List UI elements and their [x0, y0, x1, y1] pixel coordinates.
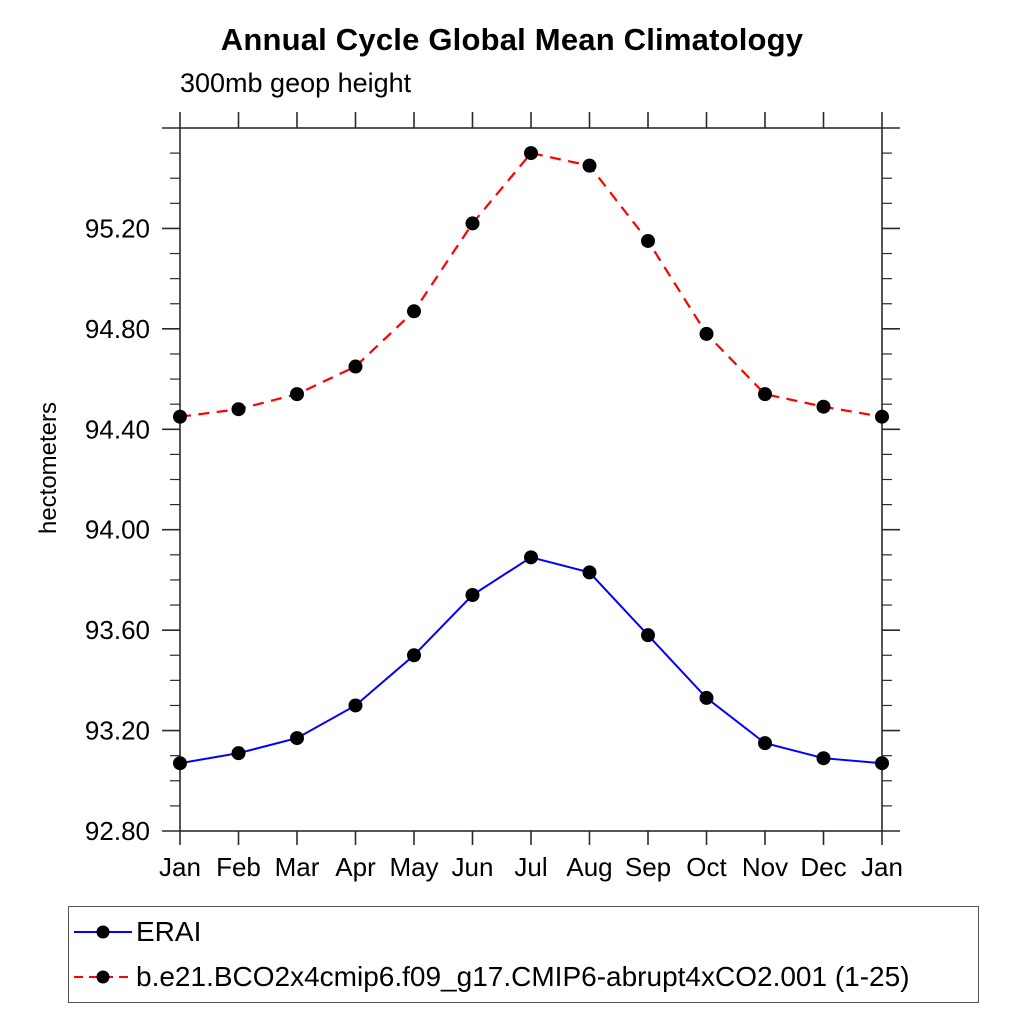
legend-box: ERAI b.e21.BCO2x4cmip6.f09_g17.CMIP6-abr…	[68, 906, 979, 1003]
y-axis-tick-labels: 92.80 93.20 93.60 94.00 94.40 94.80 95.20	[85, 213, 150, 846]
svg-text:Jan: Jan	[159, 852, 201, 882]
svg-text:93.20: 93.20	[85, 716, 150, 746]
svg-text:Aug: Aug	[566, 852, 612, 882]
svg-text:May: May	[389, 852, 438, 882]
series-line-1	[179, 151, 883, 418]
series-markers-0	[173, 550, 889, 771]
legend-label-model: b.e21.BCO2x4cmip6.f09_g17.CMIP6-abrupt4x…	[136, 961, 910, 992]
svg-text:92.80: 92.80	[85, 816, 150, 846]
y-axis-ticks-left	[162, 127, 180, 832]
svg-text:Jul: Jul	[514, 852, 547, 882]
svg-text:Dec: Dec	[800, 852, 846, 882]
svg-text:Nov: Nov	[742, 852, 788, 882]
y-axis-minor-ticks	[170, 152, 892, 807]
svg-text:93.60: 93.60	[85, 615, 150, 645]
chart-subtitle: 300mb geop height	[180, 68, 412, 98]
x-axis-ticks-bottom	[179, 831, 883, 845]
plot-frame	[179, 127, 883, 832]
legend-row-model: b.e21.BCO2x4cmip6.f09_g17.CMIP6-abrupt4x…	[73, 957, 978, 997]
y-axis-ticks-right	[882, 127, 900, 832]
svg-text:95.20: 95.20	[85, 213, 150, 243]
legend-label-erai: ERAI	[136, 916, 202, 947]
svg-text:Jan: Jan	[861, 852, 903, 882]
legend-line-sample-model	[74, 970, 132, 984]
svg-text:Sep: Sep	[625, 852, 671, 882]
x-axis-ticks-top	[179, 112, 883, 128]
svg-text:94.80: 94.80	[85, 314, 150, 344]
svg-text:Jun: Jun	[452, 852, 494, 882]
chart-title: Annual Cycle Global Mean Climatology	[220, 22, 804, 57]
svg-text:Mar: Mar	[275, 852, 320, 882]
svg-text:94.00: 94.00	[85, 515, 150, 545]
legend-row-erai: ERAI	[73, 912, 978, 952]
svg-text:Apr: Apr	[335, 852, 376, 882]
x-axis-tick-labels: Jan Feb Mar Apr May Jun Jul Aug Sep Oct Nov Dec Jan	[159, 852, 903, 882]
svg-text:Oct: Oct	[686, 852, 727, 882]
series-line-0	[179, 556, 883, 765]
series-markers-1	[173, 146, 889, 424]
legend-line-sample-erai	[74, 925, 132, 939]
svg-text:94.40: 94.40	[85, 414, 150, 444]
svg-text:Feb: Feb	[216, 852, 261, 882]
